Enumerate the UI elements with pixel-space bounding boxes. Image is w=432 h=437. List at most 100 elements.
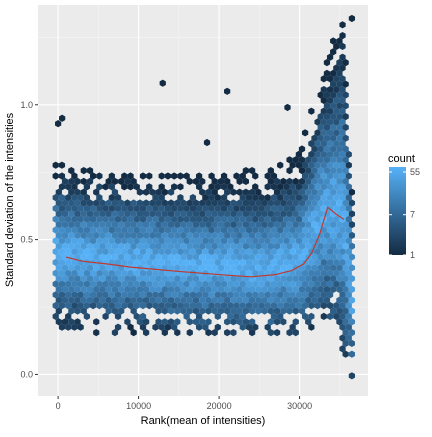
hex-cell — [292, 318, 299, 326]
hex-cell — [199, 318, 206, 326]
hex-cell — [320, 248, 327, 256]
hex-cell — [143, 296, 150, 304]
hex-cell — [267, 221, 274, 229]
hex-cell — [189, 204, 196, 212]
hex-cell — [124, 285, 131, 293]
hex-cell — [267, 199, 274, 207]
hex-cell — [227, 280, 234, 288]
hex-cell — [339, 226, 346, 234]
hex-cell — [111, 221, 119, 229]
hex-cell — [323, 242, 331, 250]
hex-cell — [161, 199, 168, 207]
hex-cell — [202, 258, 209, 266]
hex-cell — [336, 264, 343, 272]
hex-cell — [71, 302, 78, 310]
hex-cell — [308, 194, 315, 202]
hex-cell — [83, 269, 90, 277]
hex-cell — [277, 237, 284, 245]
hex-cell — [211, 253, 218, 261]
hex-cell — [323, 167, 331, 175]
hex-cell — [326, 86, 334, 94]
hex-cell — [118, 231, 125, 239]
hex-cell — [205, 210, 212, 218]
hex-cell — [314, 161, 321, 169]
hex-cell — [164, 258, 172, 266]
hex-cell — [199, 188, 206, 196]
hex-cell — [86, 210, 94, 218]
hex-cell — [302, 226, 309, 234]
hex-cell — [211, 307, 218, 315]
hex-cell — [130, 275, 137, 283]
hex-cell — [102, 215, 109, 223]
hex-cell — [214, 312, 221, 320]
hex-cell — [58, 269, 66, 277]
hex-cell — [330, 285, 337, 293]
hex-cell — [311, 156, 318, 164]
hex-cell — [99, 275, 106, 283]
hex-cell — [114, 194, 122, 202]
hex-cell — [108, 172, 115, 180]
hex-cell — [158, 323, 165, 331]
hex-cell — [114, 258, 122, 266]
hex-cell — [336, 145, 343, 153]
hex-cell — [320, 172, 327, 180]
hex-cell — [280, 285, 287, 293]
hex-cell — [192, 221, 200, 229]
hex-cell — [326, 312, 334, 320]
hex-cell — [127, 323, 134, 331]
hex-cell — [286, 285, 293, 293]
hex-cell — [71, 226, 78, 234]
hex-cell — [214, 226, 221, 234]
hex-cell — [224, 275, 231, 283]
hex-cell — [96, 291, 103, 299]
hex-cell — [233, 215, 240, 223]
hex-outlier-cell — [203, 138, 211, 147]
hex-cell — [171, 280, 178, 288]
hex-cell — [236, 188, 243, 196]
hex-cell — [77, 269, 84, 277]
hex-cell — [270, 183, 278, 191]
hex-cell — [342, 307, 349, 315]
hex-outlier-cell — [55, 120, 62, 128]
hex-cell — [273, 329, 281, 337]
hex-cell — [68, 199, 75, 207]
hex-cell — [146, 183, 153, 191]
hex-cell — [255, 253, 262, 261]
hex-cell — [264, 194, 271, 202]
hex-cell — [77, 237, 84, 245]
hex-cell — [314, 183, 321, 191]
hex-cell — [326, 150, 334, 158]
hex-cell — [302, 172, 309, 180]
hex-cell — [105, 199, 112, 207]
hex-cell — [233, 280, 240, 288]
hex-cell — [149, 296, 156, 304]
hex-cell — [314, 204, 321, 212]
hex-cell — [323, 253, 331, 261]
hex-cell — [211, 210, 218, 218]
hex-cell — [326, 107, 334, 115]
hex-cell — [323, 91, 331, 99]
hex-cell — [320, 118, 327, 126]
hex-cell — [273, 296, 281, 304]
hex-cell — [273, 275, 281, 283]
hex-cell — [333, 204, 340, 212]
hex-cell — [149, 242, 156, 250]
hex-cell — [258, 280, 265, 288]
hex-cell — [342, 199, 349, 207]
hex-cell — [236, 307, 243, 315]
hex-cell — [133, 258, 140, 266]
hex-cell — [180, 285, 187, 293]
hex-cell — [245, 323, 253, 331]
hex-cell — [333, 150, 340, 158]
hex-cell — [189, 226, 196, 234]
hex-cell — [330, 80, 337, 88]
hex-cell — [121, 291, 128, 299]
hex-cell — [93, 296, 100, 304]
hex-cell — [74, 285, 81, 293]
hex-cell — [217, 264, 225, 272]
hex-cell — [186, 210, 193, 218]
hex-cell — [146, 172, 153, 180]
hex-cell — [161, 231, 168, 239]
hex-cell — [227, 183, 234, 191]
y-tick-label: 0.0 — [20, 369, 33, 379]
